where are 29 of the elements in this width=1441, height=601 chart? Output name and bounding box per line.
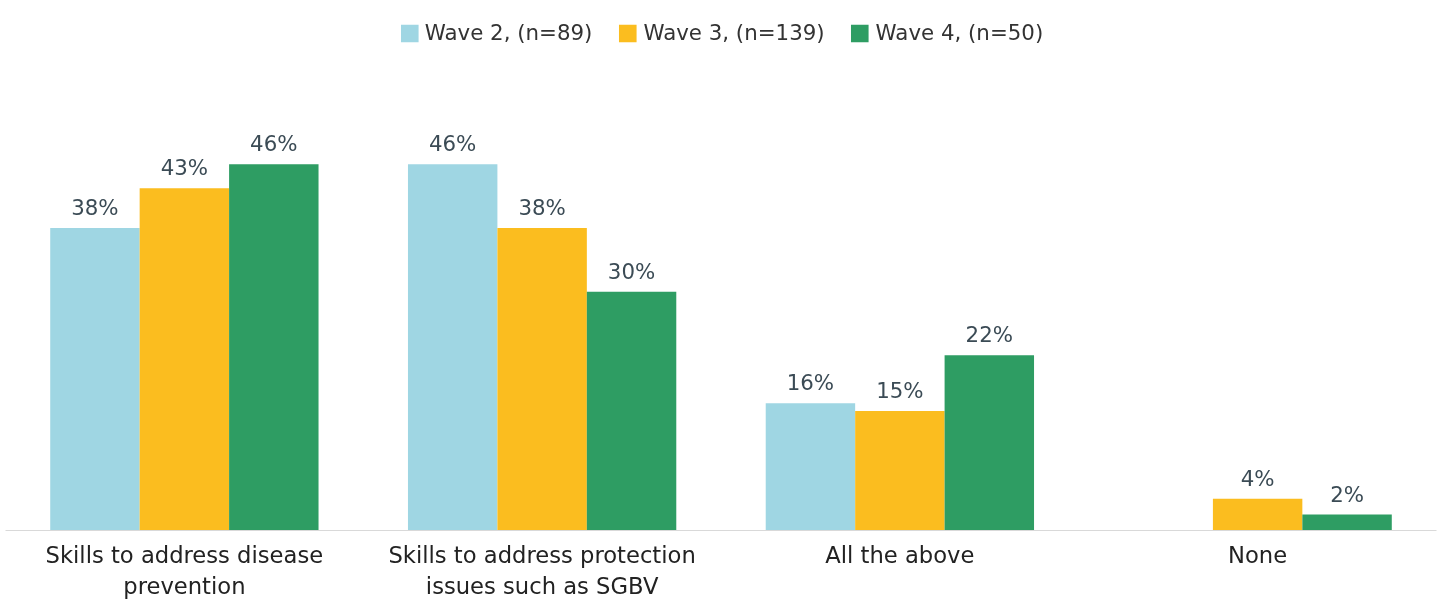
bar — [229, 164, 319, 531]
data-label: 15% — [876, 378, 924, 404]
x-tick-label: Skills to address protection issues such as SGBV — [388, 541, 696, 599]
x-tick-label: Skills to address disease prevention — [45, 541, 324, 599]
legend-label: Wave 3, (n=139) — [643, 20, 825, 45]
legend-label: Wave 4, (n=50) — [875, 20, 1044, 45]
bar — [855, 411, 945, 531]
data-label: 43% — [160, 155, 209, 181]
bar — [944, 355, 1035, 531]
data-label: 38% — [71, 194, 119, 220]
bar — [50, 227, 140, 531]
bar — [139, 188, 230, 531]
bar — [497, 227, 587, 531]
data-label: 22% — [965, 322, 1014, 348]
data-label: 16% — [786, 370, 835, 396]
data-label: 46% — [250, 131, 298, 157]
data-label: 38% — [518, 194, 566, 220]
data-label: 2% — [1330, 481, 1364, 507]
bar — [1302, 514, 1392, 531]
x-tick-label: All the above — [825, 541, 975, 568]
x-tick-label: None — [1228, 541, 1288, 568]
data-label: 4% — [1240, 465, 1275, 491]
data-label: 46% — [428, 131, 477, 157]
bar — [586, 291, 677, 531]
legend-label: Wave 2, (n=89) — [424, 20, 593, 45]
bar — [1212, 498, 1303, 531]
bar — [765, 403, 856, 531]
data-label: 30% — [607, 258, 656, 284]
bar — [407, 164, 498, 531]
